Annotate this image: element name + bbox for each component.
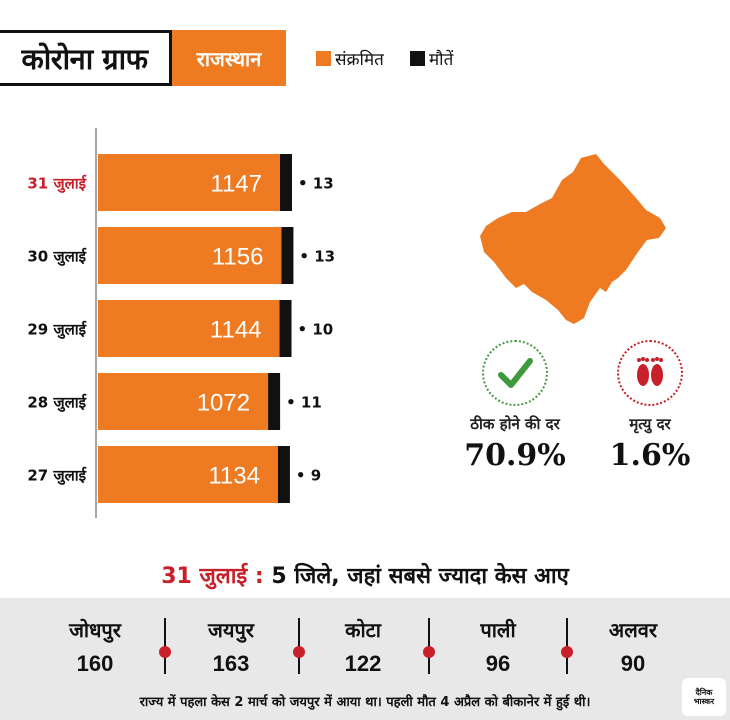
category-label: 29 जुलाई: [27, 321, 87, 340]
graph-title: कोरोना ग्राफ: [21, 41, 148, 76]
deaths-bar: [280, 154, 292, 211]
district-alwar: अलवर 90: [568, 616, 698, 677]
deaths-value-label: • 9: [296, 467, 321, 485]
districts-title: 5 जिले, जहां सबसे ज्यादा केस आए: [271, 564, 569, 589]
recovery-rate-label: ठीक होने की दर: [470, 415, 560, 433]
deaths-bar: [279, 300, 292, 357]
legend-deaths-label: मौतें: [429, 50, 454, 70]
infected-bar: [98, 227, 282, 284]
deaths-bar: [277, 446, 290, 503]
infected-value-label: 1156: [212, 244, 264, 271]
mortality-rate-value: 1.6%: [609, 438, 691, 473]
category-label: 30 जुलाई: [27, 248, 87, 267]
district-name: पाली: [480, 618, 516, 642]
district-count: 163: [212, 651, 250, 676]
district-name: जयपुर: [208, 618, 254, 642]
deaths-value-label: • 10: [298, 321, 334, 339]
district-name: अलवर: [608, 618, 658, 642]
deaths-value-label: • 13: [299, 248, 335, 266]
logo-line-2: भास्कर: [693, 697, 715, 706]
district-separator: [423, 618, 435, 674]
graph-title-box: कोरोना ग्राफ: [0, 30, 172, 86]
deaths-bar: [268, 373, 281, 430]
mortality-rate-label: मृत्यु दर: [629, 415, 671, 433]
legend-infected: संक्रमित: [316, 47, 384, 70]
legend-infected-label: संक्रमित: [335, 50, 384, 70]
infected-value-label: 1072: [197, 390, 250, 417]
district-separator: [561, 618, 573, 674]
mortality-rate-stat: मृत्यु दर 1.6%: [595, 340, 705, 473]
footprints-icon: [617, 340, 683, 406]
deaths-value-label: • 13: [298, 175, 334, 193]
districts-heading: 31 जुलाई : 5 जिले, जहां सबसे ज्यादा केस …: [0, 560, 730, 590]
bar-chart: 31 जुलाई 1147 • 13 30 जुलाई 1156 • 13 29 जुलाई…: [27, 128, 335, 518]
dainik-bhaskar-logo: दैनिक भास्कर: [682, 678, 726, 716]
district-name: कोटा: [345, 618, 381, 642]
district-count: 90: [620, 651, 646, 676]
district-separator: [159, 618, 171, 674]
category-label: 28 जुलाई: [27, 394, 87, 413]
infected-value-label: 1144: [210, 317, 262, 344]
districts-row: जोधपुर 160 जयपुर 163 कोटा 122 पाली 96 अल…: [0, 598, 730, 688]
district-jodhpur: जोधपुर 160: [30, 616, 160, 677]
recovery-rate-stat: ठीक होने की दर 70.9%: [450, 340, 580, 473]
category-label: 31 जुलाई: [27, 175, 87, 194]
deaths-bar: [281, 227, 294, 284]
state-label: राजस्थान: [172, 30, 286, 86]
infected-bar: [98, 300, 280, 357]
legend-deaths-swatch: [410, 51, 425, 66]
district-jaipur: जयपुर 163: [166, 616, 296, 677]
district-kota: कोटा 122: [298, 616, 428, 677]
districts-panel: जोधपुर 160 जयपुर 163 कोटा 122 पाली 96 अल…: [0, 598, 730, 720]
infected-value-label: 1147: [210, 171, 262, 198]
district-count: 96: [485, 651, 511, 676]
infected-value-label: 1134: [208, 463, 260, 490]
logo-line-1: दैनिक: [695, 688, 713, 697]
district-pali: पाली 96: [433, 616, 563, 677]
legend-infected-swatch: [316, 51, 331, 66]
district-name: जोधपुर: [69, 618, 121, 642]
legend-deaths: मौतें: [410, 47, 453, 70]
check-icon: [482, 340, 548, 406]
district-count: 160: [76, 651, 114, 676]
infected-bar: [98, 446, 278, 503]
district-count: 122: [344, 651, 382, 676]
rajasthan-map: [480, 154, 666, 324]
district-separator: [293, 618, 305, 674]
infected-bar: [98, 154, 280, 211]
deaths-value-label: • 11: [286, 394, 322, 412]
footnote: राज्य में पहला केस 2 मार्च को जयपुर में …: [139, 695, 591, 710]
districts-date: 31 जुलाई :: [161, 564, 264, 589]
category-label: 27 जुलाई: [27, 467, 87, 486]
infected-bar: [98, 373, 269, 430]
recovery-rate-value: 70.9%: [464, 438, 566, 473]
